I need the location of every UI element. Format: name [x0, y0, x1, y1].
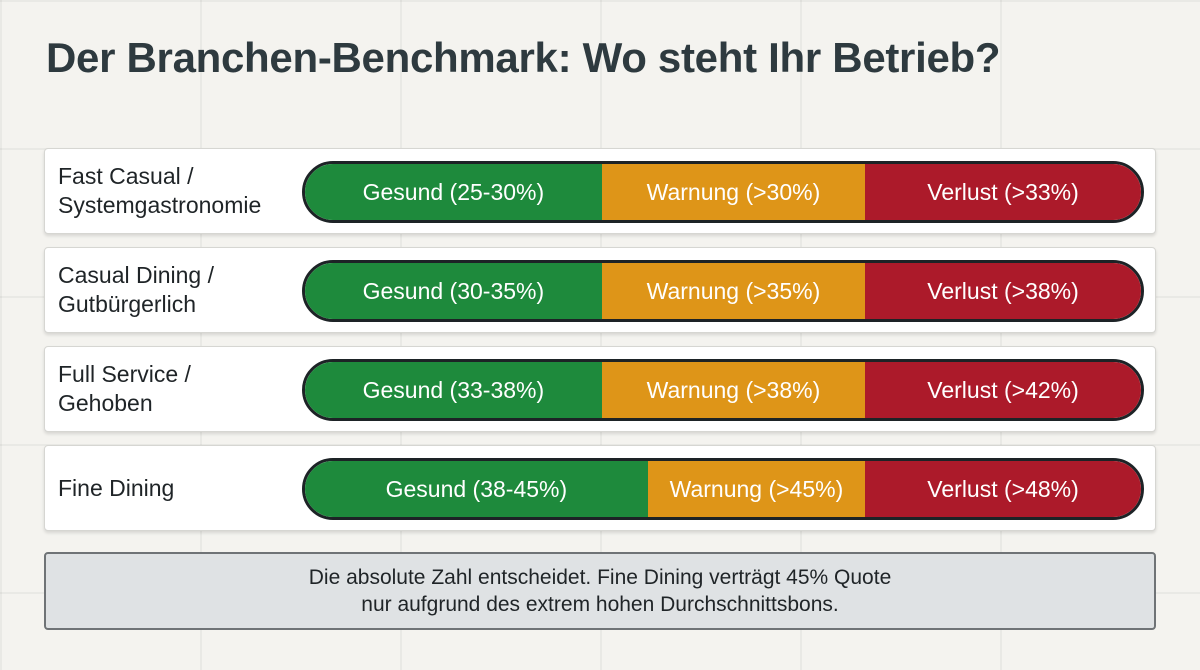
segment-warning: Warnung (>45%) — [647, 461, 866, 517]
benchmark-row-fast-casual: Fast Casual / Systemgastronomie Gesund (… — [44, 148, 1156, 234]
benchmark-rows: Fast Casual / Systemgastronomie Gesund (… — [44, 148, 1156, 544]
segment-warning: Warnung (>35%) — [601, 263, 866, 319]
benchmark-row-full-service: Full Service / Gehoben Gesund (33-38%) W… — [44, 346, 1156, 432]
benchmark-bar: Gesund (38-45%) Warnung (>45%) Verlust (… — [302, 458, 1144, 520]
benchmark-bar: Gesund (33-38%) Warnung (>38%) Verlust (… — [302, 359, 1144, 421]
row-label: Fine Dining — [58, 474, 175, 501]
row-label: Casual Dining / Gutbürgerlich — [58, 262, 214, 317]
segment-healthy: Gesund (38-45%) — [305, 461, 648, 517]
segment-loss: Verlust (>38%) — [865, 263, 1141, 319]
segment-loss: Verlust (>48%) — [865, 461, 1141, 517]
segment-healthy: Gesund (30-35%) — [305, 263, 602, 319]
note-line: Die absolute Zahl entscheidet. Fine Dini… — [308, 566, 892, 589]
page-title: Der Branchen-Benchmark: Wo steht Ihr Bet… — [46, 34, 1001, 81]
row-label: Fast Casual / Systemgastronomie — [58, 163, 262, 218]
benchmark-bar: Gesund (30-35%) Warnung (>35%) Verlust (… — [302, 260, 1144, 322]
row-label: Full Service / Gehoben — [58, 361, 191, 416]
segment-healthy: Gesund (25-30%) — [305, 164, 602, 220]
segment-healthy: Gesund (33-38%) — [305, 362, 602, 418]
segment-warning: Warnung (>30%) — [601, 164, 866, 220]
segment-loss: Verlust (>33%) — [865, 164, 1141, 220]
benchmark-row-fine-dining: Fine Dining Gesund (38-45%) Warnung (>45… — [44, 445, 1156, 531]
note-line: nur aufgrund des extrem hohen Durchschni… — [361, 593, 839, 616]
note-box: Die absolute Zahl entscheidet. Fine Dini… — [44, 552, 1156, 630]
segment-warning: Warnung (>38%) — [601, 362, 866, 418]
benchmark-bar: Gesund (25-30%) Warnung (>30%) Verlust (… — [302, 161, 1144, 223]
segment-loss: Verlust (>42%) — [865, 362, 1141, 418]
benchmark-row-casual-dining: Casual Dining / Gutbürgerlich Gesund (30… — [44, 247, 1156, 333]
